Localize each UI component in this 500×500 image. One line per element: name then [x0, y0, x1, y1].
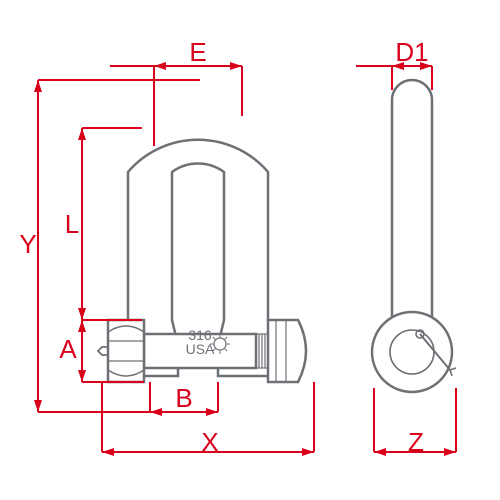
dim-L-label: L: [65, 209, 79, 239]
side-pin-shaft: [392, 80, 432, 320]
dim-E-label: E: [189, 37, 206, 67]
dim-D1-label: D1: [395, 37, 428, 67]
cotter-pin: [98, 347, 108, 355]
marking-usa: USA: [186, 341, 215, 357]
shackle-drawing: 316USAYLAEBXD1Z: [0, 0, 500, 500]
dim-Y-label: Y: [19, 229, 36, 259]
dim-X-label: X: [201, 427, 218, 457]
bolt-head: [268, 320, 306, 382]
dim-B-label: B: [175, 383, 192, 413]
dim-Z-label: Z: [408, 427, 424, 457]
dim-A-label: A: [59, 334, 77, 364]
side-eye-outer: [372, 312, 452, 392]
